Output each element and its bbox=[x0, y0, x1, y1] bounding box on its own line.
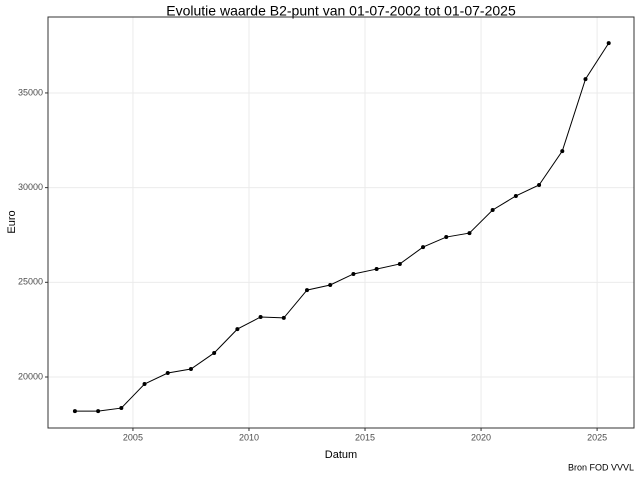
point bbox=[328, 282, 333, 287]
point bbox=[606, 41, 611, 46]
point bbox=[142, 382, 147, 387]
point bbox=[96, 409, 101, 414]
line bbox=[74, 42, 610, 412]
x-tick-label: 2025 bbox=[587, 432, 607, 442]
point bbox=[305, 288, 310, 293]
point bbox=[397, 261, 402, 266]
point bbox=[467, 231, 472, 236]
point bbox=[560, 149, 565, 154]
caption: Bron FOD VVVL bbox=[568, 462, 634, 472]
x-axis-label: Datum bbox=[325, 449, 357, 461]
x-tick-label: 2010 bbox=[239, 432, 259, 442]
point bbox=[537, 182, 542, 187]
x-tick-label: 2005 bbox=[123, 432, 143, 442]
plot-border bbox=[47, 16, 635, 429]
point bbox=[583, 77, 588, 82]
point bbox=[513, 193, 518, 198]
y-axis-label: Euro bbox=[6, 210, 18, 233]
x-tick-label: 2015 bbox=[355, 432, 375, 442]
chart-title: Evolutie waarde B2-punt van 01-07-2002 t… bbox=[166, 3, 516, 19]
point bbox=[421, 245, 426, 250]
y-tick-label: 20000 bbox=[18, 371, 43, 381]
point bbox=[444, 235, 449, 240]
y-tick-label: 35000 bbox=[18, 87, 43, 97]
y-tick-label: 25000 bbox=[18, 277, 43, 287]
point bbox=[119, 406, 124, 411]
point bbox=[165, 371, 170, 376]
point bbox=[212, 350, 217, 355]
point bbox=[490, 207, 495, 212]
point bbox=[351, 271, 356, 276]
point bbox=[258, 314, 263, 319]
point bbox=[281, 315, 286, 320]
point bbox=[188, 367, 193, 372]
y-tick-label: 30000 bbox=[18, 182, 43, 192]
point bbox=[374, 267, 379, 272]
point bbox=[235, 327, 240, 332]
x-tick-label: 2020 bbox=[471, 432, 491, 442]
point bbox=[72, 409, 77, 414]
